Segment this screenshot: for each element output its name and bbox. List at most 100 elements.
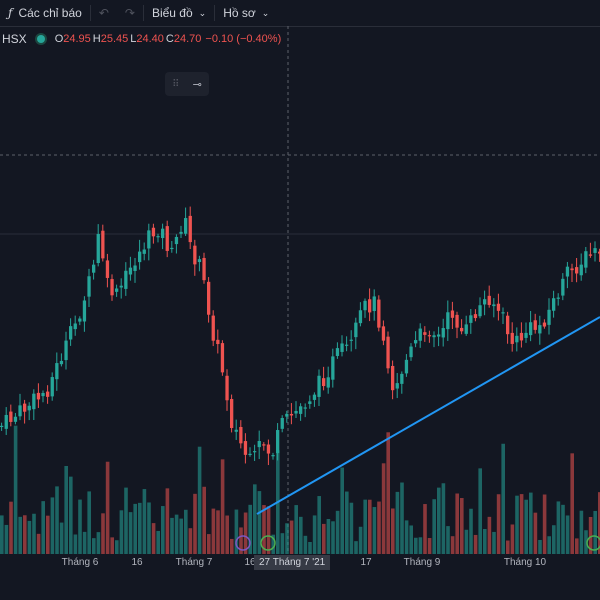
event-markers <box>235 535 600 551</box>
function-icon: ƒ <box>8 6 13 20</box>
candle-body <box>368 299 372 313</box>
candle-body <box>13 416 18 422</box>
drawing-floating-toolbar[interactable]: ⠿ ⊸ <box>165 72 209 96</box>
candle-body <box>101 230 105 259</box>
x-axis-label: 16 <box>244 557 256 568</box>
candle-body <box>4 414 8 429</box>
volume-bar <box>234 509 239 554</box>
crosshair-date-label: 27 Tháng 7 '21 <box>254 555 331 570</box>
volume-bar <box>598 492 600 554</box>
market-status-icon[interactable] <box>36 35 45 43</box>
x-axis-label: Tháng 10 <box>503 557 547 568</box>
candle-body <box>161 228 165 239</box>
volume-bar <box>519 494 524 554</box>
trend-line[interactable] <box>256 316 600 515</box>
undo-button[interactable]: ↶ <box>91 0 117 26</box>
volume-bar <box>165 488 170 554</box>
volume-bar <box>128 512 133 554</box>
candle-body <box>36 392 41 400</box>
candle-body <box>128 267 133 275</box>
candle-body <box>110 279 114 296</box>
volume-bar <box>473 534 478 554</box>
candle-body <box>345 344 349 346</box>
volume-bar <box>124 487 128 554</box>
candle-body <box>391 365 395 391</box>
profile-menu-button[interactable]: Hồ sơ ⌄ <box>215 0 277 26</box>
exchange-label[interactable]: HSX <box>2 32 27 46</box>
candle-body <box>262 444 266 446</box>
volume-bar <box>32 513 36 554</box>
candle-body <box>418 328 422 341</box>
candle-body <box>335 348 340 356</box>
candle-body <box>473 314 478 319</box>
candle-body <box>211 315 215 341</box>
volume-bar <box>423 504 427 554</box>
candle-body <box>0 425 4 428</box>
candle-body <box>92 264 96 273</box>
volume-bar <box>18 516 22 554</box>
earnings-marker-icon[interactable] <box>260 535 276 551</box>
candle-body <box>354 322 358 338</box>
chart-menu-button[interactable]: Biểu đồ ⌄ <box>144 0 214 26</box>
candle-body <box>487 295 491 305</box>
volume-bar <box>225 515 229 554</box>
redo-button[interactable]: ↷ <box>117 0 143 26</box>
volume-bar <box>450 536 455 554</box>
candle-body <box>308 401 312 404</box>
candle-body <box>64 340 68 361</box>
volume-bar <box>455 493 459 554</box>
candle-body <box>510 332 514 344</box>
volume-bar <box>188 528 193 554</box>
candle-body <box>326 377 330 388</box>
volume-bar <box>9 501 13 554</box>
candle-body <box>285 413 289 417</box>
volume-bar <box>119 510 124 554</box>
volume-bar <box>105 461 110 554</box>
volume-bar <box>579 510 584 554</box>
candle-body <box>73 323 77 330</box>
candle-body <box>404 359 409 374</box>
volume-bar <box>133 503 137 554</box>
candle-body <box>561 278 565 296</box>
volume-bar <box>538 539 542 554</box>
volume-bar <box>299 516 303 554</box>
volume-bar <box>322 523 326 554</box>
volume-bar <box>23 515 27 554</box>
candle-body <box>363 300 367 311</box>
drag-handle-icon[interactable]: ⠿ <box>172 78 179 90</box>
candle-body <box>220 343 225 373</box>
volume-bar <box>501 443 505 554</box>
undo-icon: ↶ <box>98 6 109 20</box>
volume-bar <box>82 531 87 554</box>
volume-bar <box>506 540 510 554</box>
volume-bar <box>138 502 142 554</box>
price-chart[interactable] <box>0 26 600 554</box>
dividend-marker-icon[interactable] <box>235 535 251 551</box>
volume-bar <box>349 502 354 554</box>
indicators-button[interactable]: ƒ Các chỉ báo <box>0 0 90 26</box>
open-key: O <box>54 33 64 45</box>
volume-bar <box>308 541 312 554</box>
candle-body <box>248 453 252 456</box>
x-axis-label: Tháng 6 <box>61 557 99 568</box>
volume-bar <box>257 491 262 554</box>
candle-body <box>427 335 432 337</box>
volume-bar <box>248 504 252 554</box>
candle-body <box>598 251 600 254</box>
volume-bar <box>386 432 390 554</box>
volume-bar <box>593 510 597 554</box>
volume-bar <box>414 537 418 554</box>
candle-body <box>46 391 50 397</box>
candle-body <box>322 378 326 387</box>
candle-body <box>409 346 413 358</box>
earnings-marker-icon[interactable] <box>586 535 600 551</box>
volume-bar <box>533 512 538 554</box>
trendline-tool-icon[interactable]: ⊸ <box>192 78 202 91</box>
candle-body <box>441 328 445 338</box>
candle-body <box>414 340 418 344</box>
high-value: 25.45 <box>100 33 129 45</box>
candle-body <box>423 332 427 335</box>
candle-body <box>119 285 123 288</box>
candle-body <box>23 403 27 412</box>
candle-body <box>50 377 54 397</box>
